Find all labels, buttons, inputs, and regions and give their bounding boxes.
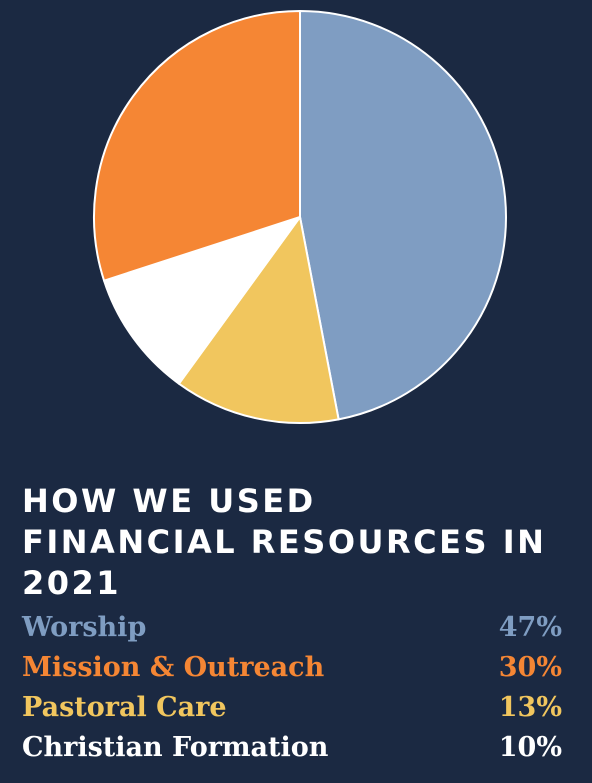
- legend-label: Worship: [22, 612, 147, 643]
- pie-chart: [93, 10, 507, 424]
- pie-slice-pastoral-care: [177, 216, 340, 424]
- legend-value: 47%: [498, 612, 562, 643]
- legend-item-worship: Worship 47%: [22, 608, 562, 648]
- pie-slice-worship: [299, 10, 507, 421]
- legend-item-mission-outreach: Mission & Outreach 30%: [22, 648, 562, 688]
- chart-title: HOW WE USED FINANCIAL RESOURCES IN 2021: [22, 481, 582, 604]
- chart-title-line-1: HOW WE USED: [22, 482, 316, 520]
- legend: Worship 47% Mission & Outreach 30% Pasto…: [22, 608, 562, 768]
- legend-label: Christian Formation: [22, 732, 329, 763]
- pie-slice-christian-formation: [103, 216, 301, 385]
- legend-label: Mission & Outreach: [22, 652, 325, 683]
- legend-item-pastoral-care: Pastoral Care 13%: [22, 688, 562, 728]
- legend-item-christian-formation: Christian Formation 10%: [22, 728, 562, 768]
- legend-value: 30%: [498, 652, 562, 683]
- chart-title-line-3: 2021: [22, 564, 122, 602]
- legend-value: 10%: [498, 732, 562, 763]
- legend-label: Pastoral Care: [22, 692, 227, 723]
- chart-title-line-2: FINANCIAL RESOURCES IN: [22, 523, 547, 561]
- legend-value: 13%: [498, 692, 562, 723]
- pie-slice-mission-outreach: [93, 10, 301, 282]
